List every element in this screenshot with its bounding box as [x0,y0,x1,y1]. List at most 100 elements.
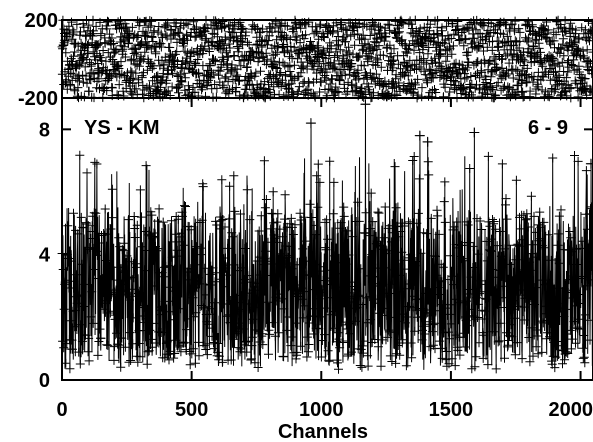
amplitude-point [504,240,514,250]
amplitude-point [385,351,395,361]
amplitude-point [97,298,107,308]
amplitude-point [565,325,575,335]
amplitude-point [452,217,462,227]
amplitude-point [575,290,585,299]
amplitude-point [277,294,287,304]
phase-point [358,45,368,55]
amplitude-point [317,336,327,345]
amplitude-point [315,312,325,322]
phase-point [370,19,380,29]
phase-point [334,40,343,50]
phase-point [240,31,250,41]
phase-point [148,37,158,46]
amplitude-point [342,226,352,236]
amplitude-point [491,364,501,374]
phase-point [68,29,78,39]
phase-point [432,66,442,76]
amplitude-point [568,293,578,303]
amplitude-point [371,294,381,304]
amplitude-point [170,229,180,239]
phase-point [283,62,293,72]
phase-point [551,30,561,40]
amplitude-point [363,361,373,371]
phase-point [219,54,229,64]
amplitude-point [308,285,318,295]
amplitude-point [302,332,312,342]
amplitude-point [63,221,73,231]
amplitude-point [118,246,128,256]
amplitude-peak-point [305,118,316,129]
amplitude-point [232,266,242,276]
amplitude-point [443,275,453,285]
phase-point [335,76,345,86]
amplitude-point [217,175,227,185]
amplitude-point [143,347,153,357]
amplitude-point [183,314,193,324]
phase-point [256,66,265,76]
amplitude-point [194,337,203,347]
amplitude-point [184,275,194,285]
phase-point [325,79,335,89]
amplitude-point [375,281,385,291]
amplitude-point [226,355,236,365]
amplitude-point [463,321,473,331]
phase-point [514,24,524,34]
phase-point [234,76,244,86]
phase-point [341,24,351,34]
amplitude-point [564,245,574,255]
amplitude-point [446,251,455,261]
phase-point [423,49,433,59]
phase-point [213,24,223,34]
phase-point [153,71,163,81]
amplitude-point [173,251,183,261]
phase-point [271,49,280,59]
amplitude-point [465,289,475,299]
phase-point [117,23,126,33]
amplitude-point [187,349,197,359]
phase-point [102,24,112,34]
amplitude-point [121,289,131,299]
amplitude-point [202,350,212,360]
phase-point [101,56,111,66]
phase-point [556,44,566,54]
amplitude-point [86,312,96,322]
amplitude-point [575,324,585,334]
amplitude-point [234,318,244,328]
amplitude-point [550,363,560,373]
phase-point [498,83,508,93]
phase-point [180,85,190,95]
amplitude-point [526,191,536,201]
phase-point [292,89,302,99]
amplitude-point [133,357,143,367]
amplitude-point [213,347,223,357]
phase-point [165,43,175,52]
phase-point [522,35,532,45]
phase-point [453,17,463,26]
phase-point [83,39,93,49]
amplitude-point [264,349,273,359]
amplitude-point [528,351,538,361]
amplitude-point [262,297,272,307]
phase-point [574,34,584,44]
phase-point [498,29,508,39]
phase-point [400,39,410,49]
amplitude-point [242,347,252,357]
phase-point [354,52,363,62]
amplitude-point [348,232,357,242]
amplitude-point [311,260,321,270]
amplitude-point [355,290,365,300]
amplitude-point [73,229,83,239]
amplitude-point [99,230,109,240]
phase-point [210,56,220,65]
amplitude-point [117,333,127,343]
amplitude-point [525,357,535,367]
amplitude-peak-point [422,136,433,147]
phase-point [182,29,192,39]
amplitude-point [387,279,397,289]
amplitude-point [248,314,258,324]
amplitude-point [473,249,483,259]
phase-point [510,16,520,26]
amplitude-point [101,287,111,297]
amplitude-point [115,285,125,295]
phase-point [146,21,156,31]
